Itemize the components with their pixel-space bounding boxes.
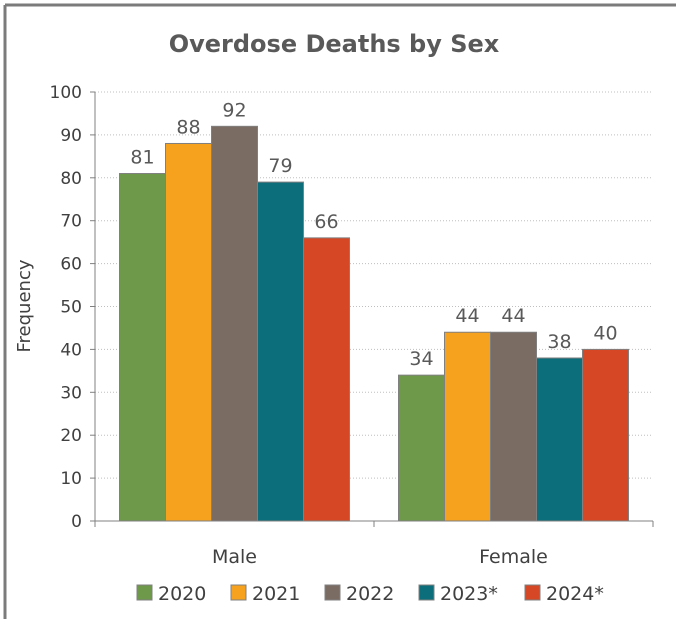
data-label: 44 <box>455 305 479 327</box>
y-axis-label: Frequency <box>14 259 35 352</box>
y-tick-label: 20 <box>60 426 82 446</box>
bar <box>582 348 629 522</box>
y-tick-label: 10 <box>60 469 82 489</box>
data-label: 92 <box>222 99 246 121</box>
data-label: 79 <box>268 155 292 177</box>
data-label: 40 <box>593 322 617 344</box>
y-tick-label: 0 <box>71 512 82 532</box>
legend-swatch <box>324 584 341 601</box>
data-label: 44 <box>501 305 525 327</box>
legend-entry-label: 2024* <box>546 583 604 605</box>
x-category-label: Female <box>479 546 548 568</box>
bar <box>490 331 537 522</box>
legend: 2020 2021 2022 2023* 2024* <box>136 583 604 605</box>
legend-entry-label: 2023* <box>440 583 498 605</box>
y-tick-label: 30 <box>60 383 82 403</box>
y-tick-label: 60 <box>60 255 82 275</box>
legend-entry-label: 2022 <box>346 583 394 605</box>
bar <box>444 331 491 522</box>
legend-swatch <box>418 584 435 601</box>
data-label: 81 <box>130 147 154 169</box>
data-labels: 81 88 92 79 66 34 44 44 38 40 <box>130 99 617 370</box>
data-label: 66 <box>314 211 338 233</box>
y-axis-ticks: 0 10 20 30 40 50 60 70 80 90 100 <box>50 83 95 532</box>
bars <box>119 125 629 522</box>
chart-title: Overdose Deaths by Sex <box>169 30 500 58</box>
y-tick-label: 90 <box>60 126 82 146</box>
y-tick-label: 50 <box>60 298 82 318</box>
y-tick-label: 70 <box>60 212 82 232</box>
legend-swatch <box>524 584 541 601</box>
legend-entry-label: 2021 <box>252 583 300 605</box>
data-label: 88 <box>176 116 200 138</box>
legend-swatch <box>136 584 153 601</box>
y-tick-label: 100 <box>50 83 82 103</box>
bar <box>257 181 304 522</box>
legend-entry-label: 2020 <box>158 583 206 605</box>
data-label: 38 <box>547 331 571 353</box>
x-category-label: Male <box>212 546 257 568</box>
y-tick-label: 40 <box>60 340 82 360</box>
bar <box>119 173 166 522</box>
data-label: 34 <box>409 348 433 370</box>
bar <box>536 357 583 522</box>
bar <box>303 237 350 522</box>
y-tick-label: 80 <box>60 169 82 189</box>
legend-swatch <box>230 584 247 601</box>
x-axis-ticks: Male Female <box>212 546 548 568</box>
bar <box>398 374 445 522</box>
bar <box>165 142 212 522</box>
bar <box>211 125 258 522</box>
axes <box>94 92 654 527</box>
